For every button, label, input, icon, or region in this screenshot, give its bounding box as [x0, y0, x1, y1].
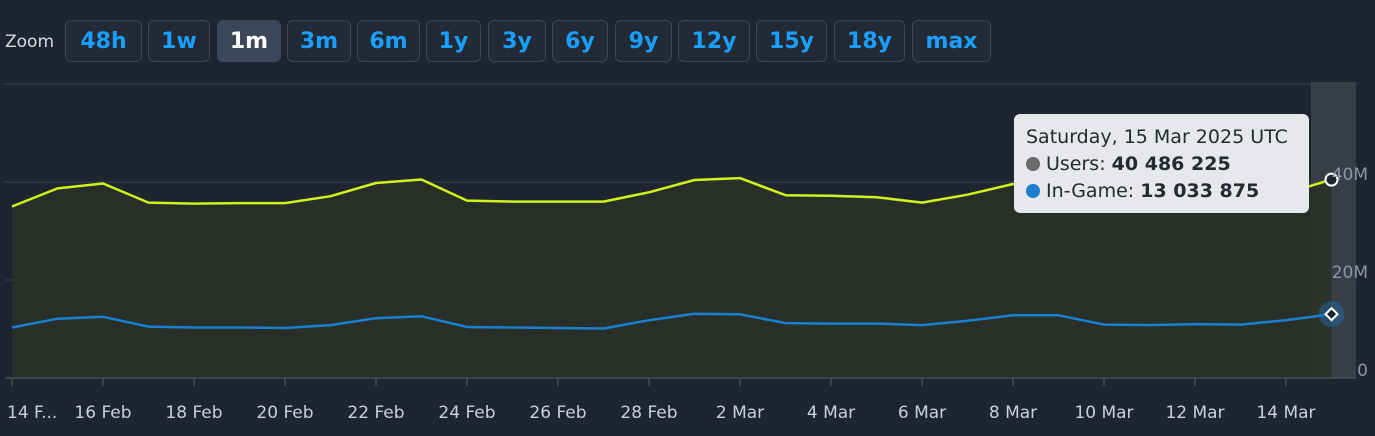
- tooltip-users-value: 40 486 225: [1111, 153, 1231, 175]
- tooltip-users-name: Users: [1046, 153, 1100, 175]
- ingame-hover-marker: [1324, 306, 1339, 322]
- tooltip-row-users: Users: 40 486 225: [1026, 151, 1297, 178]
- zoom-max-button[interactable]: max: [912, 20, 991, 62]
- zoom-bar: Zoom 48h 1w 1m 3m 6m 1y 3y 6y 9y 12y 15y…: [0, 20, 1375, 64]
- x-tick-label: 8 Mar: [989, 403, 1037, 423]
- zoom-6y-button[interactable]: 6y: [552, 20, 608, 62]
- users-hover-marker: [1324, 172, 1339, 187]
- zoom-label: Zoom: [5, 32, 55, 52]
- users-dot-icon: [1026, 157, 1040, 171]
- x-tick-label: 18 Feb: [165, 403, 222, 423]
- x-tick-label: 14 Mar: [1256, 403, 1315, 423]
- x-tick-label: 24 Feb: [438, 403, 495, 423]
- zoom-9y-button[interactable]: 9y: [615, 20, 672, 62]
- x-tick-label: 20 Feb: [256, 403, 313, 423]
- y-tick-label: 20M: [1332, 263, 1368, 283]
- x-tick-label: 16 Feb: [74, 403, 131, 423]
- users-area: [12, 178, 1332, 378]
- zoom-48h-button[interactable]: 48h: [65, 20, 142, 62]
- x-tick-label: 6 Mar: [898, 403, 946, 423]
- zoom-3y-button[interactable]: 3y: [488, 20, 546, 62]
- x-tick-label: 22 Feb: [347, 403, 404, 423]
- tooltip-date: Saturday, 15 Mar 2025 UTC: [1026, 126, 1288, 148]
- x-tick-label: 4 Mar: [807, 403, 855, 423]
- y-tick-label: 40M: [1332, 165, 1368, 185]
- zoom-6m-button[interactable]: 6m: [357, 20, 420, 62]
- zoom-3m-button[interactable]: 3m: [287, 20, 351, 62]
- zoom-15y-button[interactable]: 15y: [756, 20, 827, 62]
- tooltip-ingame-name: In-Game: [1046, 180, 1128, 202]
- x-tick-label: 14 F...: [7, 403, 57, 423]
- x-tick-label: 2 Mar: [716, 403, 764, 423]
- x-tick-label: 28 Feb: [620, 403, 677, 423]
- x-tick-label: 12 Mar: [1165, 403, 1224, 423]
- zoom-1m-button[interactable]: 1m: [217, 20, 281, 62]
- chart-tooltip: Saturday, 15 Mar 2025 UTC Users: 40 486 …: [1014, 114, 1309, 213]
- ingame-line: [11, 312, 1332, 330]
- zoom-18y-button[interactable]: 18y: [834, 20, 905, 62]
- zoom-1y-button[interactable]: 1y: [426, 20, 481, 62]
- x-tick-label: 10 Mar: [1074, 403, 1133, 423]
- zoom-1w-button[interactable]: 1w: [148, 20, 210, 62]
- y-tick-label: 0: [1357, 361, 1368, 381]
- tooltip-ingame-value: 13 033 875: [1140, 180, 1260, 202]
- zoom-12y-button[interactable]: 12y: [678, 20, 750, 62]
- ingame-dot-icon: [1026, 184, 1040, 198]
- x-tick-label: 26 Feb: [529, 403, 586, 423]
- tooltip-row-ingame: In-Game: 13 033 875: [1026, 178, 1297, 205]
